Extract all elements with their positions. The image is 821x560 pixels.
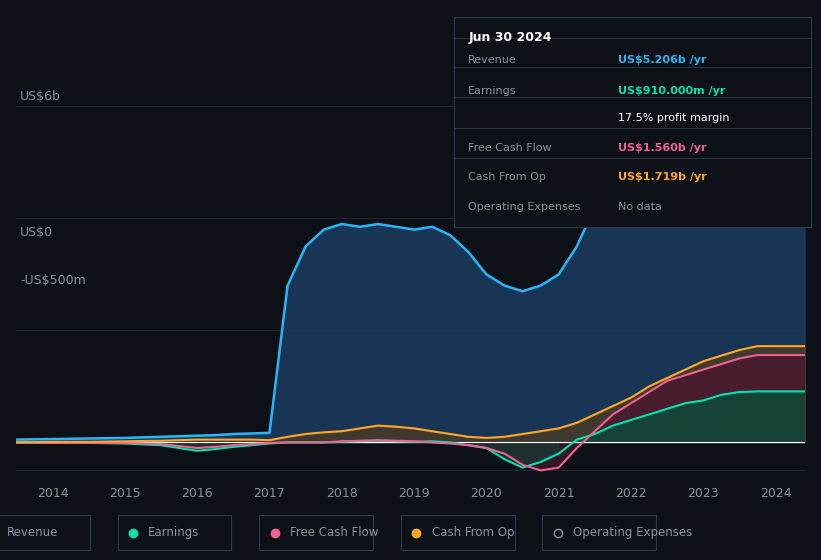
Text: US$910.000m /yr: US$910.000m /yr: [618, 86, 726, 96]
FancyBboxPatch shape: [401, 515, 515, 550]
FancyBboxPatch shape: [259, 515, 373, 550]
Text: Free Cash Flow: Free Cash Flow: [468, 143, 552, 153]
Text: US$5.206b /yr: US$5.206b /yr: [618, 55, 707, 64]
Text: Free Cash Flow: Free Cash Flow: [290, 526, 378, 539]
Text: Earnings: Earnings: [149, 526, 200, 539]
Text: Operating Expenses: Operating Expenses: [573, 526, 692, 539]
Text: Revenue: Revenue: [468, 55, 517, 64]
Text: US$6b: US$6b: [21, 91, 62, 104]
FancyBboxPatch shape: [0, 515, 89, 550]
Text: Operating Expenses: Operating Expenses: [468, 202, 580, 212]
Text: -US$500m: -US$500m: [21, 274, 86, 287]
FancyBboxPatch shape: [543, 515, 656, 550]
Text: Jun 30 2024: Jun 30 2024: [468, 31, 552, 44]
Text: Cash From Op: Cash From Op: [432, 526, 514, 539]
Text: Revenue: Revenue: [7, 526, 58, 539]
Text: US$0: US$0: [21, 226, 53, 239]
FancyBboxPatch shape: [117, 515, 232, 550]
Text: 17.5% profit margin: 17.5% profit margin: [618, 114, 730, 123]
Text: Earnings: Earnings: [468, 86, 516, 96]
Text: No data: No data: [618, 202, 663, 212]
Text: US$1.719b /yr: US$1.719b /yr: [618, 172, 707, 182]
Text: US$1.560b /yr: US$1.560b /yr: [618, 143, 707, 153]
Text: Cash From Op: Cash From Op: [468, 172, 546, 182]
